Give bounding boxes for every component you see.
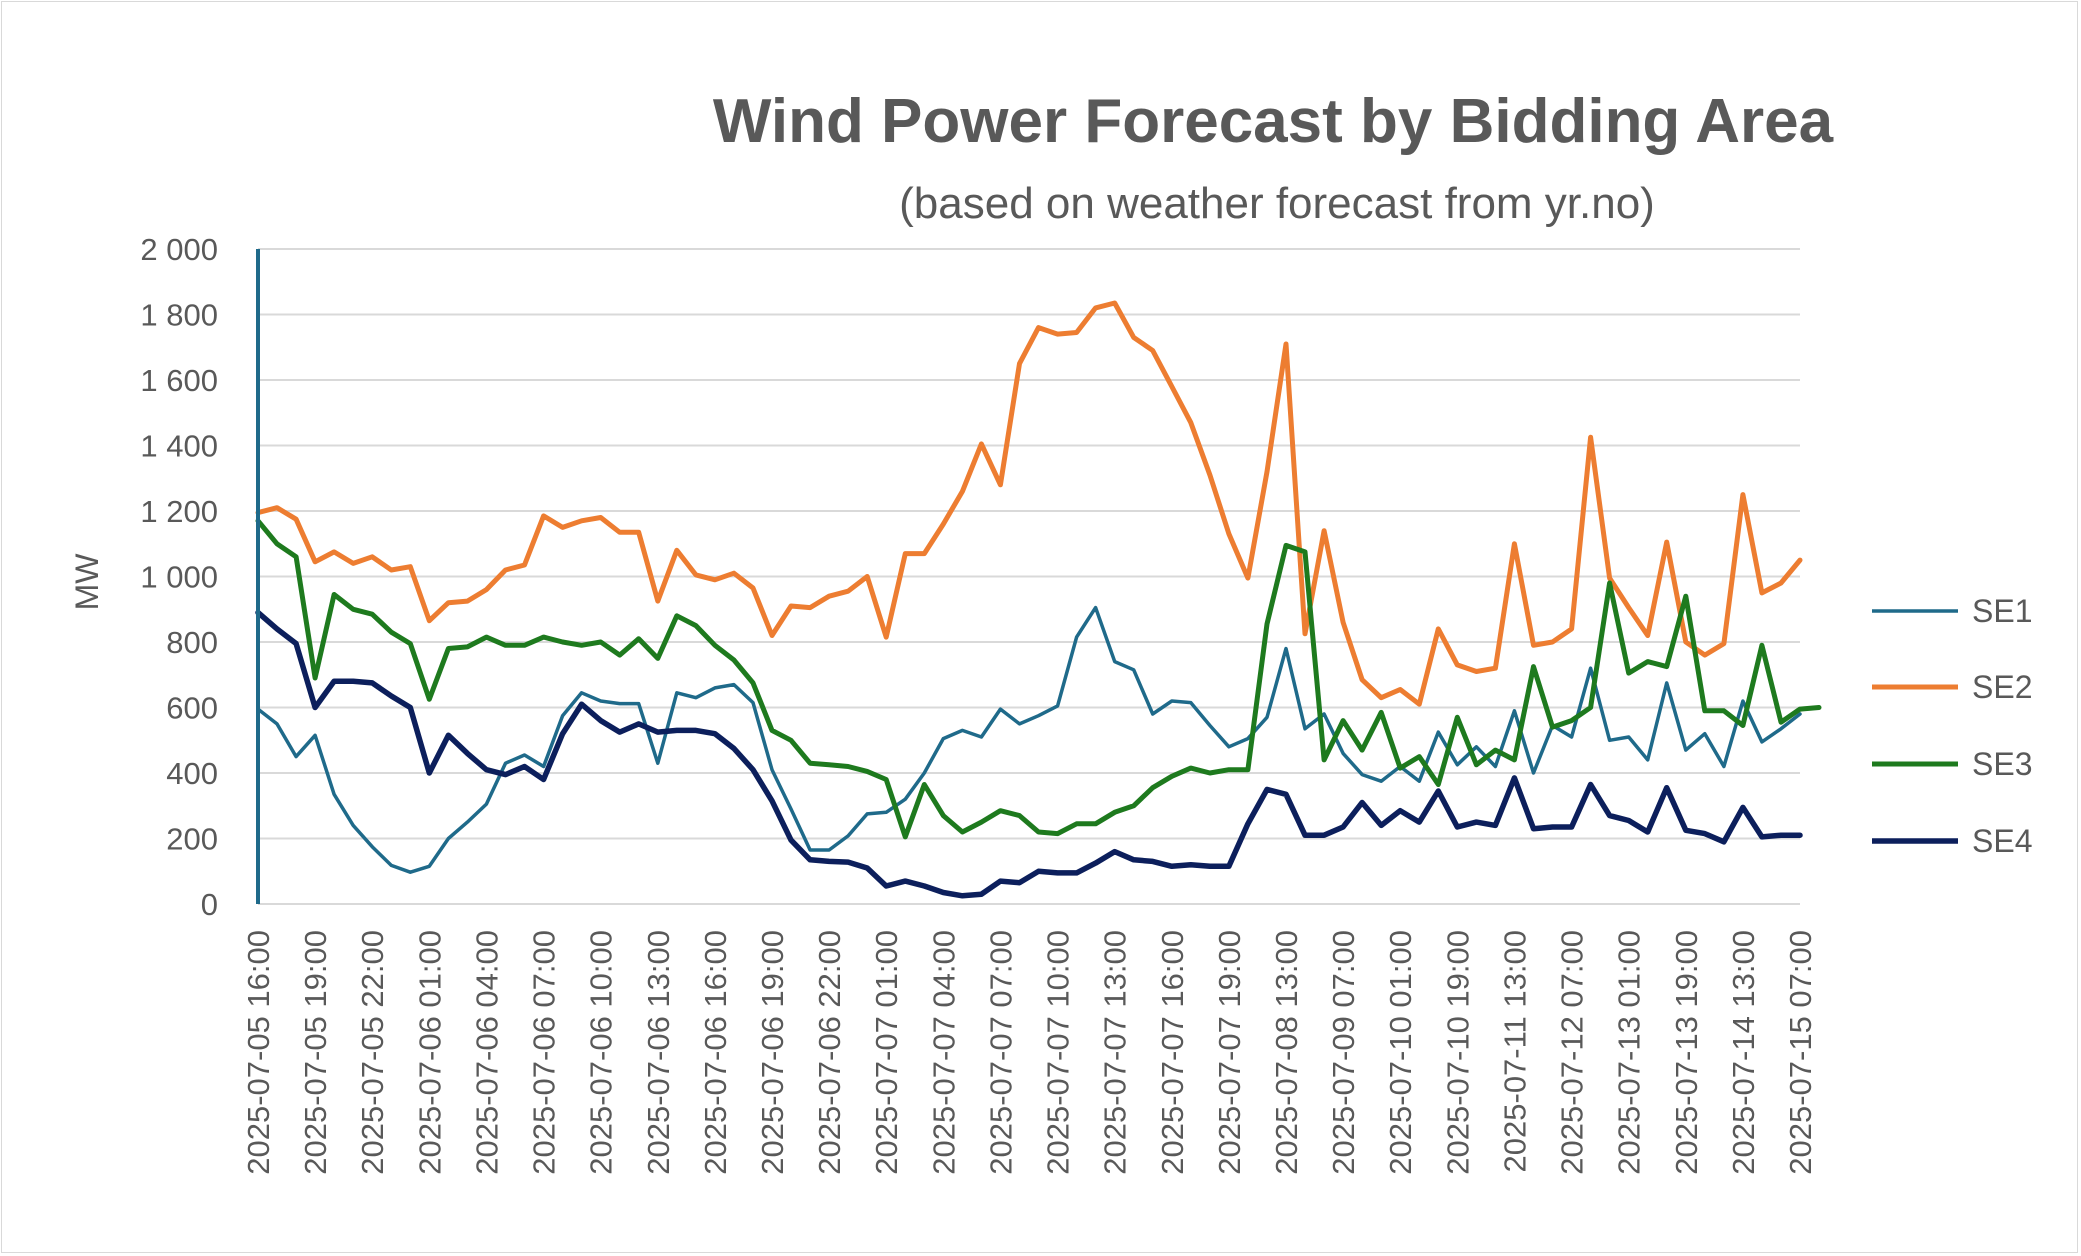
x-tick-label: 2025-07-05 16:00 [241, 930, 276, 1175]
x-tick-label: 2025-07-10 01:00 [1383, 930, 1418, 1175]
x-tick-label: 2025-07-06 04:00 [469, 930, 504, 1175]
y-tick-label: 200 [166, 822, 218, 857]
x-tick-label: 2025-07-14 13:00 [1726, 930, 1761, 1175]
y-tick-label: 800 [166, 625, 218, 660]
x-tick-label: 2025-07-07 10:00 [1041, 930, 1076, 1175]
y-tick-label: 2 000 [140, 232, 218, 267]
x-tick-label: 2025-07-07 04:00 [926, 930, 961, 1175]
x-tick-label: 2025-07-06 22:00 [812, 930, 847, 1175]
x-tick-label: 2025-07-12 07:00 [1555, 930, 1590, 1175]
series-line-se4 [255, 609, 1803, 899]
x-tick-label: 2025-07-13 01:00 [1612, 930, 1647, 1175]
series-lines [255, 300, 1822, 899]
x-tick-label: 2025-07-07 19:00 [1212, 930, 1247, 1175]
y-tick-label: 1 400 [140, 429, 218, 464]
y-axis-label: MW [69, 553, 105, 611]
x-tick-label: 2025-07-07 07:00 [983, 930, 1018, 1175]
x-tick-label: 2025-07-06 16:00 [698, 930, 733, 1175]
x-tick-label: 2025-07-06 07:00 [527, 930, 562, 1175]
x-tick-label: 2025-07-07 13:00 [1098, 930, 1133, 1175]
series-line-se1 [256, 605, 1802, 874]
x-tick-label: 2025-07-07 01:00 [869, 930, 904, 1175]
y-tick-label: 1 800 [140, 298, 218, 333]
x-tick-label: 2025-07-08 13:00 [1269, 930, 1304, 1175]
series-line-se2 [255, 300, 1803, 707]
chart-title: Wind Power Forecast by Bidding Area [713, 87, 1834, 156]
legend: SE1 SE2 SE3 SE4 [1872, 593, 2032, 859]
legend-label-se4: SE4 [1972, 823, 2032, 859]
chart-subtitle: (based on weather forecast from yr.no) [899, 179, 1655, 228]
x-tick-label: 2025-07-11 13:00 [1497, 930, 1532, 1172]
x-tick-label: 2025-07-15 07:00 [1783, 930, 1818, 1175]
x-tick-label: 2025-07-07 16:00 [1155, 930, 1190, 1175]
legend-label-se1: SE1 [1972, 593, 2032, 629]
legend-label-se2: SE2 [1972, 669, 2032, 705]
y-axis-ticks: 0 200 400 600 800 1 000 1 200 1 400 1 600 1 800 2 … [140, 232, 218, 922]
x-tick-label: 2025-07-10 19:00 [1440, 930, 1475, 1175]
x-tick-label: 2025-07-13 19:00 [1669, 930, 1704, 1175]
x-tick-label: 2025-07-06 01:00 [412, 930, 447, 1175]
y-tick-label: 1 000 [140, 560, 218, 595]
y-tick-label: 600 [166, 691, 218, 726]
x-tick-label: 2025-07-05 19:00 [298, 930, 333, 1175]
x-tick-label: 2025-07-05 22:00 [355, 930, 390, 1175]
series-line-se3 [255, 518, 1822, 840]
y-tick-label: 400 [166, 756, 218, 791]
x-tick-label: 2025-07-06 19:00 [755, 930, 790, 1175]
legend-label-se3: SE3 [1972, 746, 2032, 782]
y-tick-label: 1 200 [140, 494, 218, 529]
x-tick-label: 2025-07-06 13:00 [641, 930, 676, 1175]
y-tick-label: 0 [201, 887, 218, 922]
gridlines [258, 248, 1800, 905]
x-tick-label: 2025-07-06 10:00 [584, 930, 619, 1175]
x-tick-label: 2025-07-09 07:00 [1326, 930, 1361, 1175]
y-tick-label: 1 600 [140, 363, 218, 398]
x-axis-ticks: 2025-07-05 16:00 2025-07-05 19:00 2025-07-… [241, 930, 1818, 1175]
